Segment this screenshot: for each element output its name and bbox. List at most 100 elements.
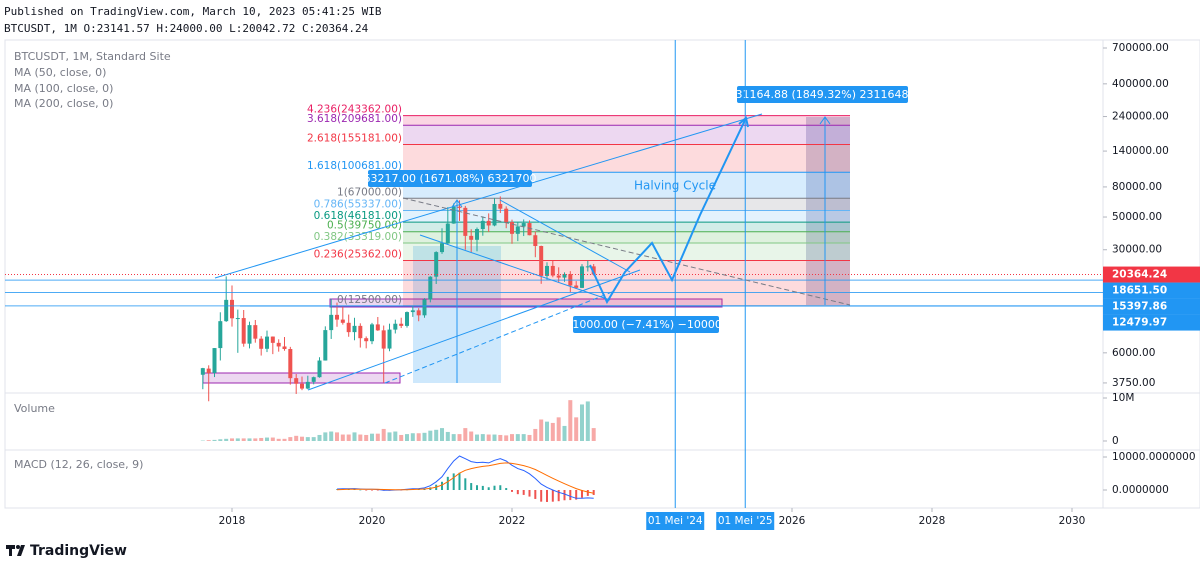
candle-body xyxy=(556,275,561,278)
candle-body xyxy=(399,323,404,326)
volume-bar xyxy=(259,437,264,441)
candle-body xyxy=(387,329,392,349)
candle-body xyxy=(591,266,596,275)
trend-line xyxy=(402,197,851,306)
drawings-layer xyxy=(214,113,1103,391)
volume-bar xyxy=(381,428,386,441)
candle-body xyxy=(527,223,532,236)
candle-body xyxy=(469,235,474,240)
volume-bar xyxy=(475,434,480,441)
candle-body xyxy=(381,330,386,349)
macd-histogram xyxy=(557,490,560,502)
fib-band xyxy=(403,243,850,261)
volume-bar xyxy=(492,434,497,441)
fib-band xyxy=(403,198,850,211)
annotation: 231164.88 (1849.32%) 23116488 xyxy=(729,88,916,101)
candle-body xyxy=(579,266,584,288)
trend-line xyxy=(499,199,631,273)
volume-bar xyxy=(556,417,561,441)
fib-label: 1(67000.00) xyxy=(337,186,402,198)
fib-label: 0.382(33319.00) xyxy=(314,231,402,243)
footer-logo: TradingView xyxy=(30,543,127,559)
volume-bar xyxy=(521,434,526,441)
price-label: 12479.97 xyxy=(1112,317,1167,329)
volume-bar xyxy=(434,429,439,441)
y-tick-label: 400000.00 xyxy=(1112,78,1169,90)
volume-bar xyxy=(405,434,410,441)
y-tick-label: 240000.00 xyxy=(1112,111,1169,123)
volume-bar xyxy=(533,428,538,441)
candle-body xyxy=(288,348,293,379)
candle-body xyxy=(206,368,211,374)
date-marker-box xyxy=(716,512,775,530)
fib-band xyxy=(403,260,850,306)
candle-body xyxy=(486,220,491,226)
trend-line xyxy=(419,234,611,301)
y-tick-label: 80000.00 xyxy=(1112,181,1162,193)
published: Published on TradingView.com, March 10, … xyxy=(4,5,382,18)
fib-label: 4.236(243362.00) xyxy=(307,104,402,116)
volume-bar xyxy=(504,435,509,441)
volume-bar xyxy=(317,434,322,441)
fib-label: 3.618(209681.00) xyxy=(307,113,402,125)
fib-label: 2.618(155181.00) xyxy=(307,132,402,144)
logo-mark xyxy=(16,545,20,549)
y-tick-label: 0 xyxy=(1112,435,1119,447)
macd-histogram xyxy=(353,489,356,491)
candle-body xyxy=(515,226,520,234)
macd-histogram xyxy=(586,490,589,496)
logo-mark xyxy=(17,545,25,556)
candle-body xyxy=(410,310,415,313)
fib-band xyxy=(403,210,850,223)
chart-subtitle: BTCUSDT, 1M, Standard Site xyxy=(14,50,171,63)
indicator-legend: MA (200, close, 0) xyxy=(14,97,113,110)
fib-label: 0.5(39750.00) xyxy=(327,220,402,232)
macd-histogram xyxy=(563,490,566,501)
candle-body xyxy=(200,368,205,375)
volume-bar xyxy=(480,434,485,441)
candle-body xyxy=(440,243,445,253)
volume-bar xyxy=(515,434,520,441)
macd-histogram xyxy=(546,490,549,502)
candle-body xyxy=(294,378,299,384)
volume-bar xyxy=(428,430,433,441)
macd-histogram xyxy=(528,490,531,497)
candle-body xyxy=(574,285,579,288)
logo-mark xyxy=(9,545,12,556)
indicator-legend: MA (100, close, 0) xyxy=(14,82,113,95)
logo: TradingView xyxy=(6,543,127,559)
volume-bar xyxy=(247,438,252,441)
volume-bar xyxy=(545,421,550,441)
price-label: 18651.50 xyxy=(1112,285,1167,297)
volume-bar xyxy=(288,437,293,441)
volume-bar xyxy=(300,436,305,441)
fib-label: 0(12500.00) xyxy=(337,294,402,306)
volume-bar xyxy=(416,433,421,441)
date-marker-label: 01 Mei '24 xyxy=(648,515,703,527)
volume-bar xyxy=(410,433,415,441)
candle-body xyxy=(539,246,544,276)
volume-bar xyxy=(224,438,229,441)
volume-bar xyxy=(235,438,240,441)
volume-bar xyxy=(241,438,246,441)
volume-bar xyxy=(206,440,211,441)
zone-box xyxy=(202,372,401,384)
volume-bar xyxy=(527,434,532,441)
candle-body xyxy=(317,360,322,378)
volume-bar xyxy=(457,434,462,441)
macd-histogram xyxy=(376,490,379,491)
volume-bar xyxy=(282,438,287,441)
fib-label: 0.786(55337.00) xyxy=(314,199,402,211)
y-tick-label: 10000.0000000 xyxy=(1112,451,1196,463)
volume-bar xyxy=(352,432,357,441)
arrow-head xyxy=(451,199,463,208)
macd-histogram xyxy=(359,489,362,491)
candle-body xyxy=(247,325,252,344)
volume-bar xyxy=(265,437,270,441)
annotation-labels: 63217.00 (1671.08%) 6321700 231164.88 (1… xyxy=(364,86,916,333)
candle-body xyxy=(434,252,439,277)
candle-body xyxy=(562,274,567,278)
candle-body xyxy=(346,322,351,333)
volume-bar xyxy=(329,431,334,441)
candle-body xyxy=(492,203,497,226)
